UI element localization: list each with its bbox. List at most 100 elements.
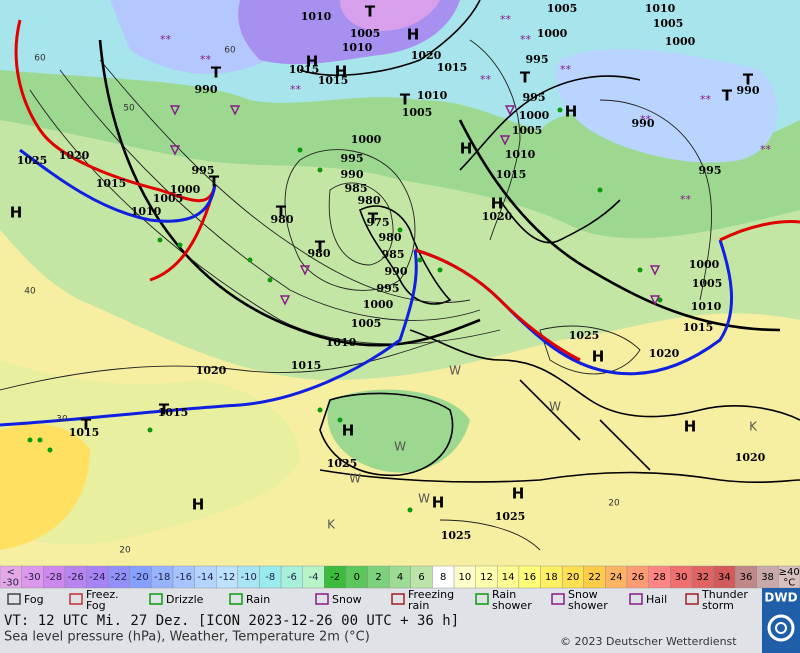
- scale-label: -28: [46, 572, 62, 583]
- scale-label: 32: [696, 572, 709, 583]
- isobar-label: 1010: [301, 10, 332, 23]
- isobar-label: 1015: [318, 74, 349, 87]
- dwd-logo-mark: [767, 614, 795, 642]
- dwd-logo-text: DWD: [764, 591, 797, 605]
- isobar-label: 1025: [327, 457, 358, 470]
- rain-dot: [557, 107, 563, 113]
- isobar-label: 1025: [569, 329, 600, 342]
- latitude-label: 40: [24, 287, 36, 297]
- temp-zone: [0, 424, 90, 550]
- isobar: [99, 59, 471, 303]
- continental-coast: [409, 329, 800, 421]
- isobar-label: 980: [308, 247, 331, 260]
- legend-label: Freez. Fog: [86, 588, 119, 612]
- scale-label: 2: [375, 572, 381, 583]
- scale-label: 24: [610, 572, 623, 583]
- isobar-label: 1010: [131, 205, 162, 218]
- scale-label: -24: [89, 572, 105, 583]
- pressure-center: T: [159, 401, 170, 419]
- scale-label: 20: [567, 572, 580, 583]
- isobar-label: 995: [526, 53, 549, 66]
- isobar: [59, 69, 481, 321]
- isobar-label: 1010: [645, 2, 676, 15]
- scale-label: -12: [219, 572, 235, 583]
- isobar-label: 995: [341, 152, 364, 165]
- isobar-label: 1000: [351, 133, 382, 146]
- legend-symbol: [315, 593, 329, 605]
- isobar-label: 1005: [512, 124, 543, 137]
- legend-symbol: [475, 593, 489, 605]
- isobar-label: 1015: [289, 63, 320, 76]
- shower-symbol: [169, 105, 181, 116]
- pressure-center: H: [592, 348, 605, 366]
- shower-symbol: [279, 295, 291, 306]
- legend-label: Fog: [24, 593, 44, 606]
- snow-symbol: **: [680, 193, 692, 206]
- isobar-label: 990: [385, 265, 408, 278]
- legend-label: Snow shower: [568, 588, 608, 612]
- legend-symbol: [629, 593, 643, 605]
- latitude-label: 30: [56, 415, 68, 425]
- isobar: [539, 325, 641, 375]
- pressure-center: K: [327, 518, 336, 532]
- shower-symbol: [229, 105, 241, 116]
- rain-dot: [597, 187, 603, 193]
- cold-front: [0, 249, 418, 427]
- isobar-label: 1005: [153, 192, 184, 205]
- pressure-center: W: [394, 440, 406, 454]
- legend-label: Rain shower: [492, 588, 532, 612]
- snow-symbol: **: [200, 53, 212, 66]
- isobar-label: 1025: [495, 510, 526, 523]
- isobar-label: 1000: [665, 35, 696, 48]
- isobar-label: 1005: [350, 27, 381, 40]
- isobar-label: 1020: [59, 149, 90, 162]
- trough-line: [458, 119, 781, 332]
- scale-label: -14: [197, 572, 213, 583]
- scale-label: -8: [265, 572, 275, 583]
- warm-front: [414, 248, 581, 362]
- rain-dot: [27, 437, 33, 443]
- snow-symbol: **: [500, 13, 512, 26]
- scale-label: -26: [68, 572, 84, 583]
- temp-zone: [556, 49, 778, 163]
- isobar-label: 1010: [342, 41, 373, 54]
- scale-label: 0: [354, 572, 360, 583]
- isobar-label: 985: [382, 248, 405, 261]
- isobar-label: 1010: [417, 89, 448, 102]
- isobar-label: 1005: [692, 277, 723, 290]
- pressure-center: H: [10, 204, 23, 222]
- scale-label: -10: [240, 572, 256, 583]
- legend-symbol: [685, 593, 699, 605]
- pressure-center: T: [400, 91, 411, 109]
- scale-label: -18: [154, 572, 170, 583]
- pressure-center: H: [491, 195, 504, 213]
- isobar-label: 995: [192, 164, 215, 177]
- cold-front: [19, 148, 217, 223]
- latitude-label: 60: [224, 46, 236, 56]
- scale-label: ≥40 °C: [779, 567, 800, 589]
- shower-symbol: [649, 295, 661, 306]
- snow-symbol: **: [640, 113, 652, 126]
- isobar: [284, 149, 416, 291]
- pressure-center: T: [743, 71, 754, 89]
- rain-dot: [317, 407, 323, 413]
- isobar-label: 990: [341, 168, 364, 181]
- isobar-label: 1005: [547, 2, 578, 15]
- scale-label: 26: [631, 572, 644, 583]
- pressure-center: H: [432, 494, 445, 512]
- rain-dot: [317, 167, 323, 173]
- rain-dot: [637, 267, 643, 273]
- snow-symbol: **: [760, 143, 772, 156]
- scale-label: < -30: [3, 567, 19, 589]
- pressure-center: W: [349, 472, 361, 486]
- latitude-label: 20: [608, 499, 620, 509]
- scale-label: 22: [588, 572, 601, 583]
- pressure-center: T: [315, 238, 326, 256]
- isobar-label: 1000: [363, 298, 394, 311]
- rain-dot: [397, 227, 403, 233]
- scale-label: -4: [309, 572, 319, 583]
- italy-balkans: [519, 379, 651, 471]
- rain-dot: [417, 257, 423, 263]
- british-isles: [359, 205, 452, 305]
